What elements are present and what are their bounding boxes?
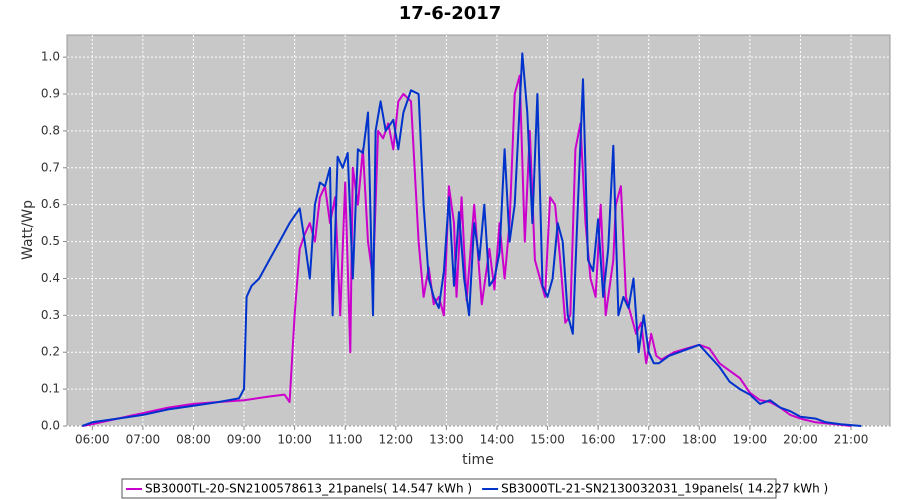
legend-label: SB3000TL-21-SN2130032031_19panels( 14.22… xyxy=(501,482,828,496)
legend-label: SB3000TL-20-SN2100578613_21panels( 14.54… xyxy=(145,482,472,496)
y-tick-label: 0.0 xyxy=(41,419,60,433)
legend xyxy=(121,478,777,499)
y-tick-label: 0.5 xyxy=(41,234,60,248)
x-tick-label: 21:00 xyxy=(834,433,869,447)
x-tick-label: 15:00 xyxy=(530,433,565,447)
x-tick-label: 16:00 xyxy=(581,433,616,447)
x-tick-label: 12:00 xyxy=(378,433,413,447)
x-tick-label: 11:00 xyxy=(328,433,363,447)
y-tick-label: 0.4 xyxy=(41,271,60,285)
x-tick-label: 20:00 xyxy=(783,433,818,447)
x-tick-label: 18:00 xyxy=(682,433,717,447)
y-tick-label: 0.6 xyxy=(41,197,60,211)
y-tick-label: 0.8 xyxy=(41,123,60,137)
y-tick-label: 0.3 xyxy=(41,308,60,322)
chart-title: 17-6-2017 xyxy=(399,3,502,24)
y-tick-label: 0.1 xyxy=(41,382,60,396)
x-tick-label: 09:00 xyxy=(227,433,262,447)
x-tick-label: 07:00 xyxy=(126,433,161,447)
y-tick-label: 0.7 xyxy=(41,160,60,174)
y-tick-label: 1.0 xyxy=(41,50,60,64)
y-axis-label: Watt/Wp xyxy=(20,200,36,260)
x-tick-label: 06:00 xyxy=(75,433,110,447)
y-tick-label: 0.9 xyxy=(41,87,60,101)
x-tick-label: 08:00 xyxy=(176,433,211,447)
x-tick-label: 13:00 xyxy=(429,433,464,447)
y-tick-label: 0.2 xyxy=(41,345,60,359)
x-tick-label: 10:00 xyxy=(277,433,312,447)
x-tick-label: 17:00 xyxy=(631,433,666,447)
series-line xyxy=(81,52,862,427)
plot-area xyxy=(66,34,891,427)
x-tick-label: 14:00 xyxy=(480,433,515,447)
series-line xyxy=(82,74,852,427)
x-axis-label: time xyxy=(462,452,494,468)
x-tick-label: 19:00 xyxy=(733,433,768,447)
